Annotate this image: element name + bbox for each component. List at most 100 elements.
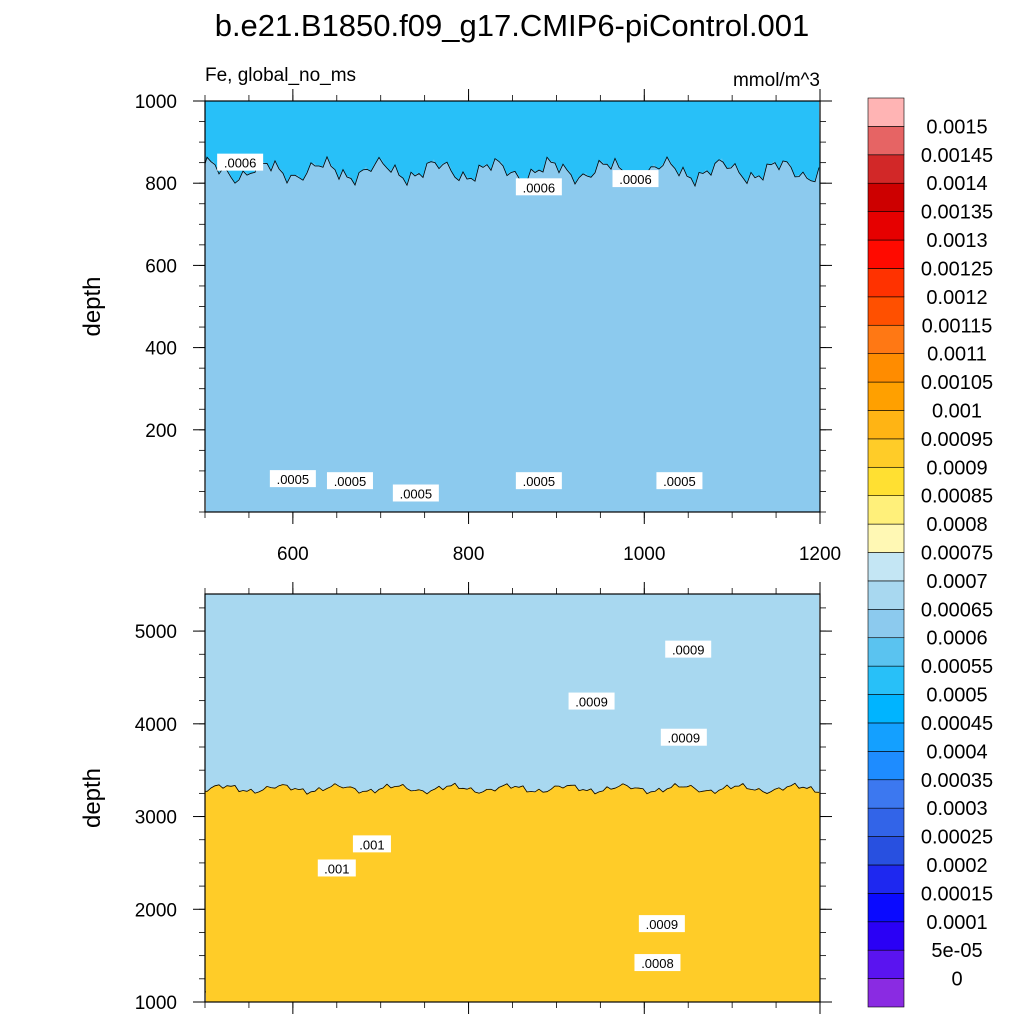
contour-label: .0005 (334, 474, 367, 489)
contour-label-box (660, 728, 707, 746)
colorbar-label: 0.0003 (926, 798, 987, 820)
contour-label-box (568, 692, 615, 710)
contour-label-box (665, 640, 712, 658)
chart-title: b.e21.B1850.f09_g17.CMIP6-piControl.001 (215, 8, 810, 43)
colorbar-swatch (867, 523, 905, 553)
contour-label-box (326, 472, 373, 490)
colorbar-swatch (867, 495, 905, 525)
contour-label-box (612, 170, 659, 188)
contour-label: .0005 (663, 474, 696, 489)
colorbar-swatch (867, 126, 905, 156)
colorbar-swatch (867, 637, 905, 667)
colorbar-swatch (867, 921, 905, 951)
colorbar-label: 5e-05 (931, 940, 982, 962)
colorbar-swatch (867, 211, 905, 241)
colorbar-label: 0.0007 (926, 571, 987, 593)
colorbar-swatch (867, 97, 905, 127)
colorbar-swatch (867, 296, 905, 326)
colorbar-swatch (867, 751, 905, 781)
contour-label-box (515, 472, 562, 490)
x-tick-label: 1200 (799, 544, 841, 565)
colorbar-label: 0.00025 (921, 827, 993, 849)
colorbar-swatch (867, 694, 905, 724)
colorbar-label: 0.0012 (926, 287, 987, 309)
colorbar-swatch (867, 239, 905, 269)
y-axis-label: depth (79, 768, 106, 828)
contour-band (205, 783, 820, 1002)
contour-label-box (217, 153, 264, 171)
contour-label-box (317, 859, 356, 877)
colorbar-swatch (867, 268, 905, 298)
y-tick-label: 1000 (135, 92, 177, 113)
colorbar-label: 0.00125 (921, 258, 993, 280)
y-tick-label: 400 (145, 339, 177, 360)
colorbar-swatch (867, 864, 905, 894)
y-tick-label: 5000 (135, 622, 177, 643)
colorbar-label: 0.0001 (926, 912, 987, 934)
contour-label-box (392, 484, 439, 502)
colorbar-label: 0.00035 (921, 770, 993, 792)
colorbar-label: 0.0002 (926, 855, 987, 877)
y-tick-label: 1000 (135, 993, 177, 1014)
x-tick-label: 600 (277, 544, 309, 565)
colorbar-swatch (867, 978, 905, 1008)
contour-label-box (269, 470, 316, 488)
contour-label: .0006 (523, 180, 556, 195)
contour-fill (205, 101, 820, 512)
contour-label: .001 (359, 837, 384, 852)
colorbar-label: 0.00095 (921, 429, 993, 451)
contour-label: .0006 (224, 156, 257, 171)
y-axis-label: depth (79, 276, 106, 336)
contour-label: .0005 (400, 487, 433, 502)
contour-label: .0009 (575, 695, 608, 710)
colorbar-label: 0.00085 (921, 486, 993, 508)
contour-label: .0005 (523, 474, 556, 489)
colorbar-label: 0.0004 (926, 741, 987, 763)
colorbar-swatch (867, 410, 905, 440)
y-tick-label: 3000 (135, 808, 177, 829)
upper-panel: .0005 .0005 .0005 .0005 .0005 .0006 .0006 .0006… (79, 89, 841, 565)
colorbar-label: 0.0015 (926, 116, 987, 138)
colorbar-swatch (867, 836, 905, 866)
contour-line (205, 155, 820, 188)
y-tick-label: 2000 (135, 900, 177, 921)
contour-label: .0009 (672, 643, 705, 658)
contour-fill (205, 594, 820, 1002)
colorbar-swatch (867, 580, 905, 610)
x-tick-label: 1000 (623, 544, 665, 565)
colorbar-label: 0.00105 (921, 372, 993, 394)
x-tick-label: 800 (453, 544, 485, 565)
colorbar-label: 0.00055 (921, 656, 993, 678)
y-tick-label: 600 (145, 256, 177, 277)
contour-label-box (634, 954, 681, 972)
colorbar-swatch (867, 779, 905, 809)
colorbar-label: 0.00135 (921, 202, 993, 224)
colorbar-label: 0.00065 (921, 599, 993, 621)
y-tick-label: 4000 (135, 715, 177, 736)
colorbar-label: 0.0014 (926, 173, 987, 195)
colorbar-label: 0 (951, 969, 962, 991)
colorbar-swatch (867, 466, 905, 496)
colorbar-swatch (867, 154, 905, 184)
colorbar-swatch (867, 353, 905, 383)
colorbar-label: 0.0011 (927, 344, 987, 366)
colorbar-label: 0.00115 (922, 315, 993, 337)
colorbar-swatch (867, 609, 905, 639)
colorbar-label: 0.0009 (926, 457, 987, 479)
colorbar: 0 5e-05 0.0001 0.00015 0.0002 0.00025 0.0003 0.… (867, 97, 993, 1008)
contour-label: .0009 (668, 731, 701, 746)
colorbar-swatch (867, 552, 905, 582)
contour-line (205, 782, 820, 795)
colorbar-label: 0.0008 (926, 514, 987, 536)
colorbar-label: 0.0013 (926, 230, 987, 252)
colorbar-label: 0.0006 (926, 628, 987, 650)
colorbar-label: 0.00015 (921, 883, 993, 905)
colorbar-swatch (867, 324, 905, 354)
contour-label: .001 (324, 861, 349, 876)
colorbar-label: 0.00075 (921, 543, 993, 565)
colorbar-label: 0.001 (932, 400, 982, 422)
y-tick-label: 200 (145, 421, 177, 442)
contour-label: .0005 (277, 472, 310, 487)
lower-panel: .0008 .0009 .001 .001 .0009 .0009 .0009 1000 200… (79, 582, 832, 1014)
